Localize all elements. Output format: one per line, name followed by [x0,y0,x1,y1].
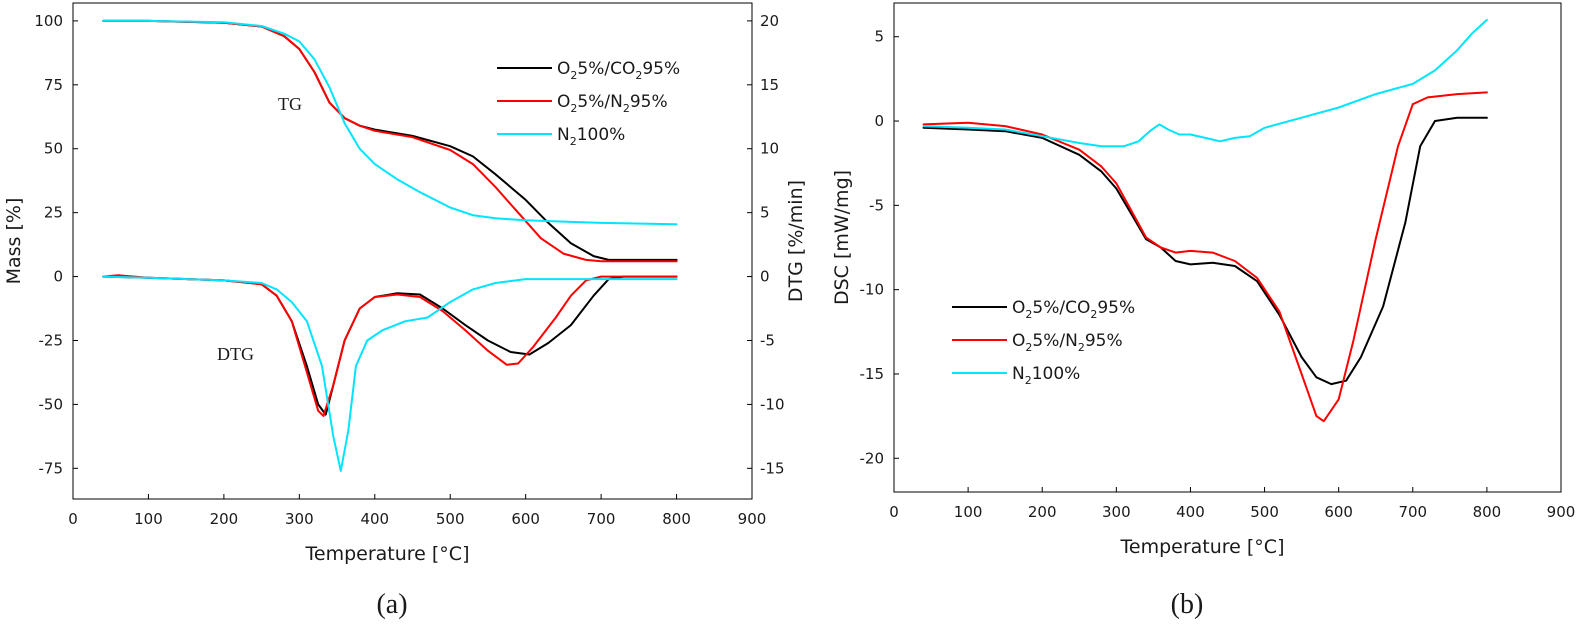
x-tick-label: 500 [436,510,465,528]
annotation-label: DTG [217,344,254,364]
panel-label: (b) [1171,589,1204,620]
y-tick-label: 100 [34,12,63,30]
series-line-1 [102,19,678,263]
y-axis-title: DSC [mW/mg] [831,170,853,305]
legend-label: O25%/CO295% [557,59,680,82]
y-tick-label: -25 [39,331,64,349]
y2-tick-label: -10 [760,395,785,413]
x-tick-label: 100 [954,503,983,521]
y2-tick-label: 0 [760,268,770,286]
y-tick-label: -75 [39,459,64,477]
chart-panel-a: 0 100 200 300 400 500 600 700 800 9001007550250-2… [3,2,807,620]
legend-label: O25%/N295% [1012,331,1123,354]
series-line-5 [102,275,678,472]
legend-label: O25%/CO295% [1012,298,1135,321]
y-tick-label: 75 [44,76,63,94]
legend [497,67,552,135]
y2-axis-title: DTG [%/min] [785,180,807,302]
x-tick-label: 300 [1102,503,1131,521]
y-axis-title: Mass [%] [3,198,25,285]
x-axis-title: Temperature [°C] [1120,536,1285,558]
plot-frame [72,2,753,500]
x-tick-label: 400 [360,510,389,528]
series-line-2 [922,18,1488,148]
plot-frame [893,2,1562,493]
y-tick-label: -50 [39,395,64,413]
x-tick-label: 200 [210,510,239,528]
x-tick-label: 800 [1473,503,1502,521]
x-tick-label: 700 [1398,503,1427,521]
x-tick-label: 600 [511,510,540,528]
legend-label: O25%/N295% [557,92,668,115]
x-tick-label: 500 [1250,503,1279,521]
y2-tick-label: -5 [760,331,775,349]
series-line-1 [922,91,1488,423]
x-tick-label: 0 [889,503,899,521]
legend-label: N2100% [557,125,625,148]
series-line-4 [102,274,678,417]
series-line-3 [102,275,678,416]
legend-label: N2100% [1012,364,1080,387]
annotation-label: TG [278,94,302,114]
x-tick-label: 300 [285,510,314,528]
y-tick-label: 5 [874,28,884,46]
x-tick-label: 900 [1547,503,1576,521]
panel-label: (a) [376,589,407,620]
y-tick-label: 50 [44,140,63,158]
y-tick-label: 0 [53,268,63,286]
y2-tick-label: 10 [760,140,779,158]
y-tick-label: 25 [44,204,63,222]
y-tick-label: -20 [860,449,885,467]
chart-panel-b: 0 100 200 300 400 500 600 700 800 900 5 0 -5 -10 -15 -2… [831,2,1576,620]
legend [952,306,1007,374]
x-tick-label: 600 [1324,503,1353,521]
y2-tick-label: 15 [760,76,779,94]
x-tick-label: 700 [587,510,616,528]
x-tick-label: 400 [1176,503,1205,521]
y2-tick-label: -15 [760,459,785,477]
y-tick-label: -5 [869,196,884,214]
y-tick-label: -10 [860,281,885,299]
x-tick-label: 200 [1028,503,1057,521]
series-line-0 [922,116,1488,386]
x-tick-label: 0 [68,510,78,528]
y2-tick-label: 5 [760,204,770,222]
series-line-2 [102,19,678,226]
x-axis-title: Temperature [°C] [305,543,470,565]
y2-tick-label: 20 [760,12,779,30]
y-tick-label: 0 [874,112,884,130]
y-tick-label: -15 [860,365,885,383]
x-tick-label: 100 [134,510,163,528]
x-tick-label: 900 [738,510,767,528]
x-tick-label: 800 [662,510,691,528]
